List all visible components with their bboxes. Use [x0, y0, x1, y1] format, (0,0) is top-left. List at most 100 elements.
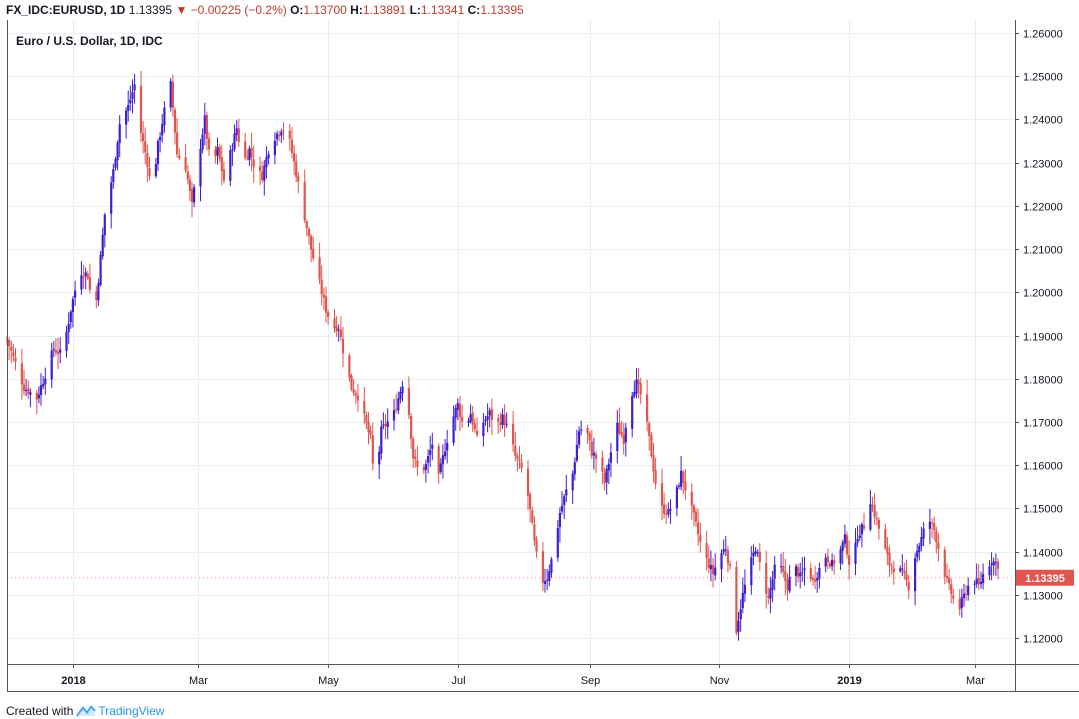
candle-body-down	[458, 403, 462, 417]
candle-body-up	[80, 275, 83, 290]
candle-body-up	[754, 551, 757, 554]
candle-body-up	[424, 463, 427, 470]
candle-body-down	[526, 468, 530, 496]
candle-body-up	[928, 521, 931, 529]
candle-body-down	[412, 439, 415, 459]
candle-body-up	[994, 562, 997, 564]
candle-body-down	[873, 504, 876, 518]
candle-body-up	[860, 524, 863, 535]
candle-body-up	[592, 452, 595, 456]
candle-body-up	[454, 408, 457, 418]
candle-body-down	[603, 472, 606, 483]
candle-body-up	[967, 585, 970, 595]
candle-body-up	[854, 542, 857, 564]
candle-body-up	[578, 431, 581, 445]
candle-body-down	[350, 375, 353, 390]
candle-body-down	[14, 357, 17, 362]
candle-body-up	[131, 92, 134, 99]
candle-body-down	[320, 279, 323, 295]
tradingview-link[interactable]: TradingView	[98, 704, 165, 718]
candle-body-up	[801, 571, 804, 573]
candle-body-up	[737, 620, 740, 632]
x-tick-label: 2019	[837, 675, 861, 687]
candle-body-down	[422, 466, 425, 471]
y-tick-label: 1.26000	[1023, 29, 1063, 41]
candle-body-up	[129, 99, 132, 104]
candle-body-up	[505, 423, 508, 425]
candle-body-up	[843, 534, 846, 544]
candle-body-up	[575, 444, 578, 461]
candle-body-down	[877, 519, 880, 529]
candle-body-up	[118, 124, 121, 143]
candle-body-down	[692, 505, 695, 513]
price-chart[interactable]: 1.12000 1.13000 1.14000 1.15000 1.16000 1.170…	[0, 0, 1079, 700]
price-change: −0.00225 (−0.2%)	[190, 3, 287, 17]
candle-body-down	[252, 159, 255, 168]
candle-body-down	[965, 593, 968, 595]
candle-body-down	[758, 551, 761, 563]
candle-body-up	[488, 410, 491, 416]
candle-body-down	[499, 422, 502, 426]
y-tick-label: 1.13000	[1023, 591, 1063, 603]
candle-body-up	[609, 452, 612, 463]
candle-body-up	[467, 421, 470, 423]
candle-body-down	[207, 138, 211, 150]
candle-body-down	[188, 179, 191, 191]
candle-body-up	[401, 386, 404, 394]
y-tick-label: 1.14000	[1023, 548, 1063, 560]
candle-body-down	[514, 445, 517, 456]
candle-body-down	[833, 560, 836, 565]
candle-body-down	[410, 416, 413, 439]
candle-body-down	[303, 181, 306, 221]
candle-body-down	[728, 564, 732, 566]
candle-body-up	[392, 410, 396, 421]
candle-body-up	[743, 584, 746, 594]
candle-body-down	[958, 598, 961, 610]
y-tick-label: 1.25000	[1023, 72, 1063, 84]
candle-body-down	[246, 157, 249, 159]
candle-body-up	[771, 579, 774, 590]
candle-body-up	[922, 528, 925, 539]
candle-body-up	[624, 427, 627, 443]
candle-body-up	[799, 572, 802, 577]
candle-body-up	[380, 426, 383, 454]
candle-body-up	[59, 349, 62, 353]
x-tick-label: Mar	[966, 675, 985, 687]
candle-body-down	[318, 257, 321, 280]
candle-body-up	[114, 159, 117, 168]
candle-body-down	[339, 329, 342, 338]
candle-body-down	[218, 147, 221, 159]
candle-body-up	[273, 140, 276, 156]
x-tick-label: Sep	[581, 675, 601, 687]
candle-body-up	[101, 234, 104, 257]
candle-body-down	[931, 522, 934, 524]
time-axis[interactable]: 2018 Mar May Jul Sep Nov 2019 Mar	[61, 664, 985, 687]
close-value: 1.13395	[480, 3, 524, 17]
close-label: C:	[467, 3, 481, 17]
candle-body-down	[354, 393, 357, 396]
tradingview-logo-icon	[76, 705, 97, 717]
candle-body-down	[244, 141, 247, 158]
candle-body-up	[456, 403, 459, 410]
symbol-label[interactable]: FX_IDC:EURUSD, 1D	[6, 3, 126, 17]
candles	[5, 70, 1015, 641]
candle-body-down	[8, 339, 11, 347]
candle-body-down	[862, 525, 866, 529]
candle-body-down	[654, 469, 657, 484]
plot-area[interactable]	[7, 20, 1015, 664]
candle-body-down	[214, 149, 217, 157]
candle-body-up	[543, 581, 547, 584]
candle-body-up	[382, 424, 385, 426]
candle-body-up	[235, 128, 238, 135]
candle-body-down	[384, 423, 387, 427]
candle-body-up	[267, 154, 270, 159]
price-axis[interactable]: 1.12000 1.13000 1.14000 1.15000 1.16000 1.170…	[1015, 29, 1063, 646]
candle-body-up	[631, 395, 634, 429]
candle-body-up	[231, 149, 234, 151]
candle-body-down	[144, 141, 147, 153]
candle-body-up	[444, 451, 447, 457]
candle-body-down	[684, 481, 687, 491]
candle-body-down	[814, 579, 817, 582]
y-tick-label: 1.23000	[1023, 159, 1063, 171]
candle-body-up	[714, 567, 717, 576]
